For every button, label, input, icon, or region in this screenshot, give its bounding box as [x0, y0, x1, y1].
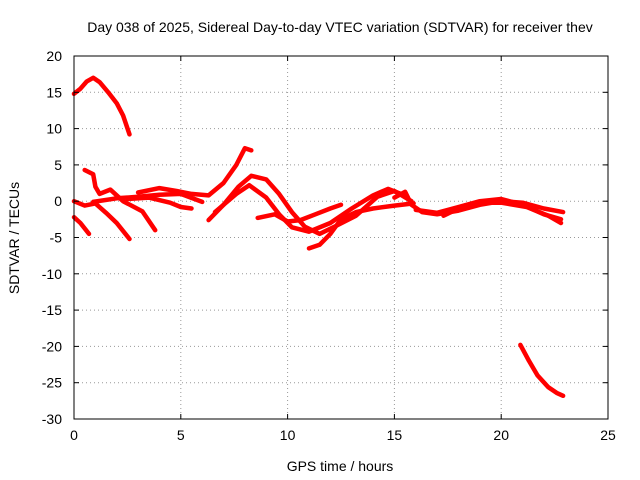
series-arc-morning-a	[82, 167, 158, 233]
series-arc-early-high	[71, 75, 132, 137]
y-tick-label: 10	[46, 121, 62, 137]
series-arc-midday-d	[306, 201, 416, 251]
y-tick-label: 15	[46, 84, 62, 100]
series-arc-midday-b	[212, 182, 404, 234]
series-arc-midday-a	[206, 173, 414, 237]
series-arc-midday-c	[255, 202, 344, 224]
y-tick-label: -15	[42, 302, 62, 318]
y-tick-label: -30	[42, 411, 62, 427]
x-tick-label: 15	[387, 427, 403, 443]
y-tick-label: -5	[50, 230, 63, 246]
x-axis-label: GPS time / hours	[287, 458, 394, 474]
x-tick-label: 5	[177, 427, 185, 443]
x-tick-label: 0	[70, 427, 78, 443]
series-arc-late-low	[518, 342, 566, 399]
y-tick-label: 0	[54, 193, 62, 209]
x-tick-label: 20	[493, 427, 509, 443]
axis-ticks: 0 5 10 15 20 25 -30 -25 -20 -15 -10 -5 0 5 10 15 20	[42, 48, 616, 443]
series-arc-afternoon-c	[441, 200, 564, 226]
series-arc-early-mid	[71, 198, 132, 242]
y-tick-label: -25	[42, 375, 62, 391]
data-series	[71, 75, 566, 399]
y-tick-label: 20	[46, 48, 62, 64]
chart-title: Day 038 of 2025, Sidereal Day-to-day VTE…	[87, 19, 593, 35]
series-arc-morning-d	[125, 195, 194, 211]
y-axis-label: SDTVAR / TECUs	[6, 182, 22, 294]
y-tick-label: -10	[42, 266, 62, 282]
x-tick-label: 25	[600, 427, 616, 443]
y-tick-label: 5	[54, 157, 62, 173]
series-arc-morning-c	[135, 145, 254, 198]
x-tick-label: 10	[280, 427, 296, 443]
series-arc-early-low	[71, 214, 92, 237]
grid	[74, 56, 608, 419]
y-tick-label: -20	[42, 338, 62, 354]
